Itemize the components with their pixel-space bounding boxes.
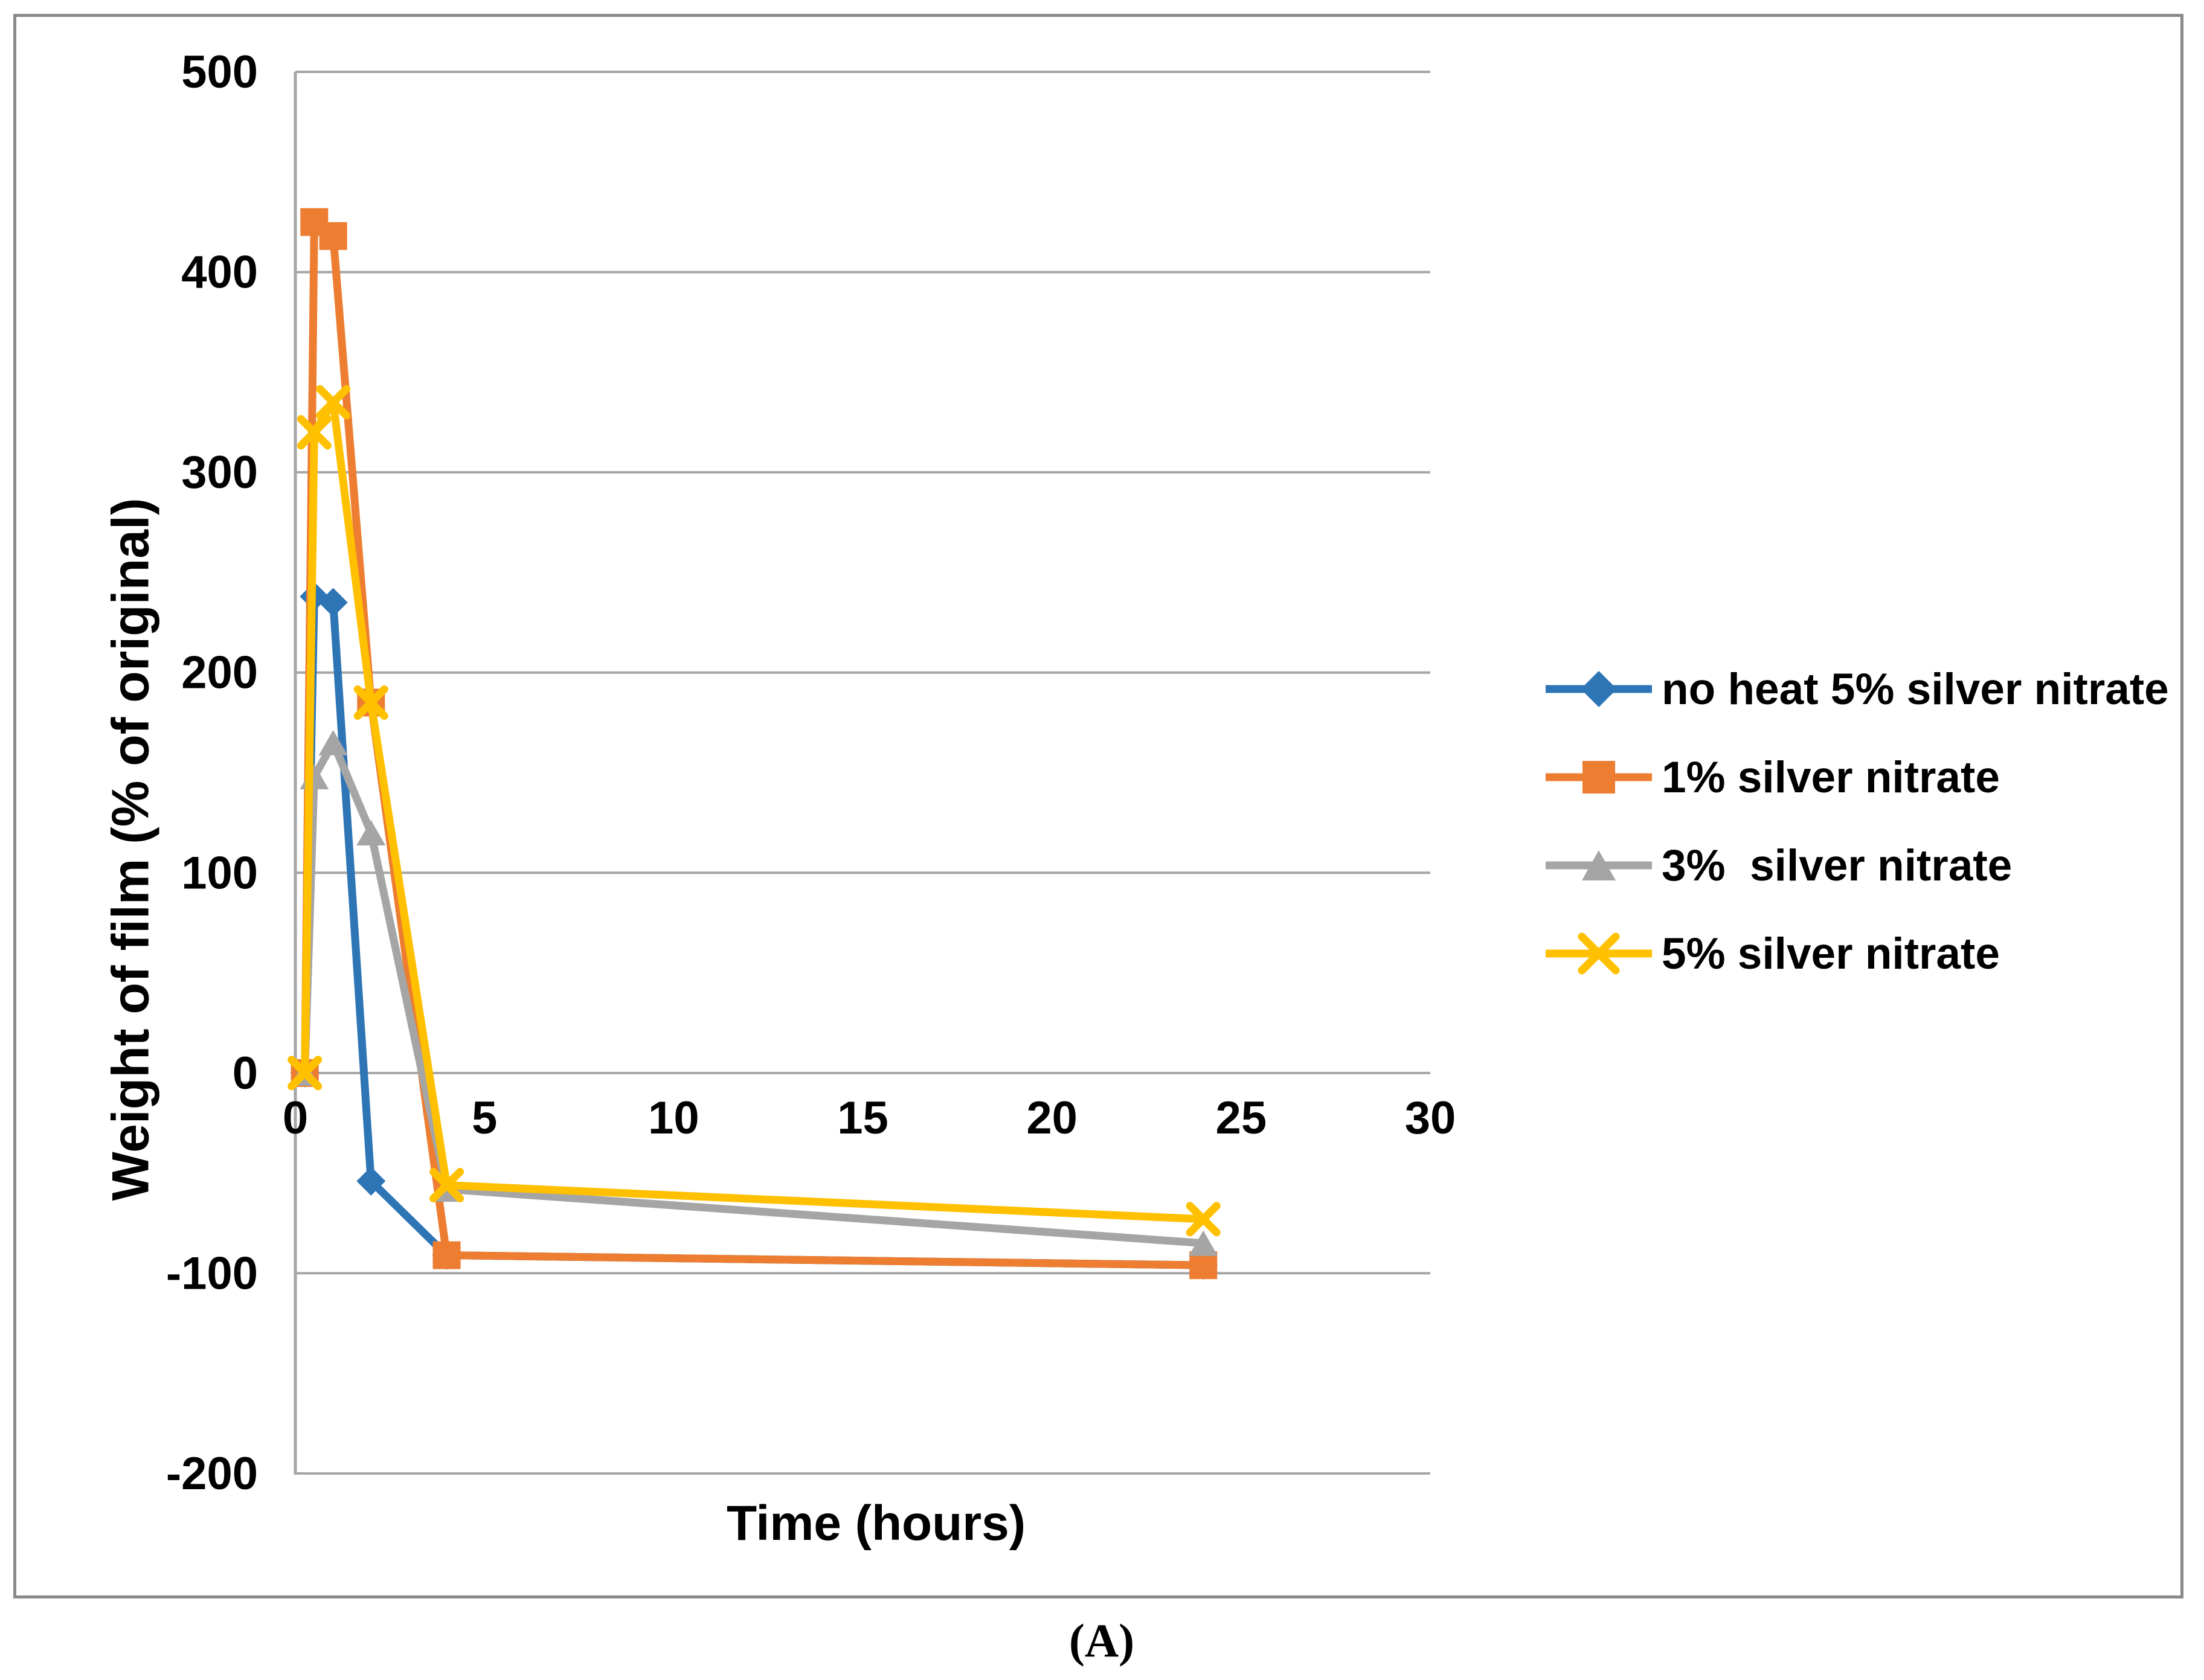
series-1 xyxy=(290,582,1218,1280)
triangle-marker-icon xyxy=(300,764,329,790)
x-tick-label-20: 20 xyxy=(1026,1092,1078,1144)
diamond-marker-icon xyxy=(356,1166,386,1196)
y-tick-label-300: 300 xyxy=(181,447,258,498)
x-tick-label-10: 10 xyxy=(648,1092,699,1144)
x-tick-label-30: 30 xyxy=(1405,1092,1456,1144)
triangle-marker-icon xyxy=(1189,1230,1218,1256)
chart-figure: -200 -100 0 100 200 300 400 500 0 5 10 15 20 25 30 Wei… xyxy=(13,14,2183,1598)
x-tick-label-15: 15 xyxy=(837,1092,888,1144)
y-tick-label-500: 500 xyxy=(181,46,258,98)
diamond-marker-icon xyxy=(1581,671,1617,707)
legend-key-icon xyxy=(1546,671,1652,707)
x-tick-label-25: 25 xyxy=(1216,1092,1267,1144)
x-tick-label-0: 0 xyxy=(283,1092,308,1144)
series-4 xyxy=(288,385,1221,1237)
diamond-marker-icon xyxy=(318,588,348,617)
legend-item-2: 1% silver nitrate xyxy=(1544,744,2000,810)
legend-item-1: no heat 5% silver nitrate xyxy=(1544,656,2169,722)
legend-item-label: 1% silver nitrate xyxy=(1662,752,2000,802)
square-marker-icon xyxy=(1189,1251,1218,1280)
triangle-marker-icon xyxy=(318,729,348,755)
series-line xyxy=(301,739,1207,1248)
x-marker-icon xyxy=(1186,1202,1221,1237)
x-marker-icon xyxy=(316,385,351,420)
x-marker-icon xyxy=(288,1056,323,1091)
series-line xyxy=(301,218,1207,1269)
square-marker-icon xyxy=(319,222,347,250)
square-marker-icon xyxy=(1582,761,1615,794)
x-marker-icon xyxy=(353,685,388,720)
y-tick-label--100: -100 xyxy=(166,1248,258,1299)
x-axis-title: Time (hours) xyxy=(726,1496,1026,1551)
series-3 xyxy=(290,729,1218,1256)
x-marker-icon xyxy=(429,1168,464,1203)
y-tick-label-100: 100 xyxy=(181,847,258,899)
legend-item-3: 3% silver nitrate xyxy=(1544,832,2012,899)
square-marker-icon xyxy=(432,1241,461,1269)
legend-item-label: no heat 5% silver nitrate xyxy=(1662,664,2169,714)
x-marker-icon xyxy=(297,415,332,450)
x-tick-label-5: 5 xyxy=(472,1092,497,1144)
legend-item-label: 5% silver nitrate xyxy=(1662,929,2000,978)
triangle-marker-icon xyxy=(1582,850,1616,880)
y-tick-label-400: 400 xyxy=(181,247,258,298)
y-axis-title: Weight of film (% of original) xyxy=(101,498,160,1201)
triangle-marker-icon xyxy=(356,819,386,845)
y-tick-label-0: 0 xyxy=(233,1048,258,1099)
legend-key-icon xyxy=(1546,932,1652,975)
legend-item-label: 3% silver nitrate xyxy=(1662,841,2013,890)
legend-key-icon xyxy=(1546,761,1652,794)
plot-area: -200 -100 0 100 200 300 400 500 0 5 10 15 20 25 30 xyxy=(166,46,1456,1499)
legend-item-4: 5% silver nitrate xyxy=(1544,920,2000,987)
figure-caption: (A) xyxy=(1068,1614,1135,1667)
series-line xyxy=(301,398,1207,1223)
y-tick-label-200: 200 xyxy=(181,647,258,699)
y-tick-label--200: -200 xyxy=(166,1448,258,1499)
x-marker-icon xyxy=(1578,932,1620,975)
legend-key-icon xyxy=(1546,850,1652,880)
